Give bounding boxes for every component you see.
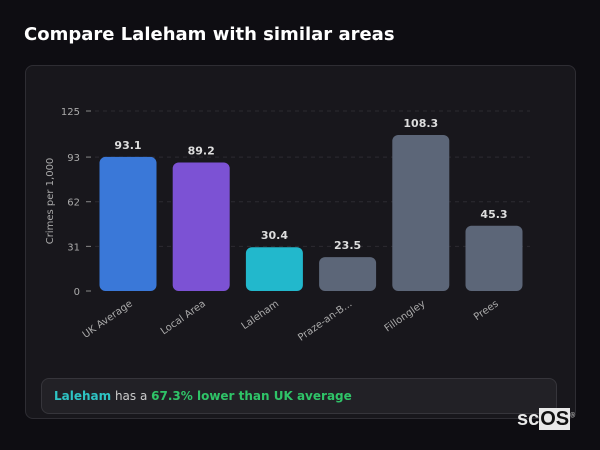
bar xyxy=(245,247,303,291)
bar-value-label: 89.2 xyxy=(188,145,215,158)
logo-text-b: OS xyxy=(539,408,571,430)
bar-value-label: 45.3 xyxy=(480,208,507,221)
bar-value-label: 93.1 xyxy=(114,139,141,152)
bar-value-label: 30.4 xyxy=(261,229,288,242)
bar xyxy=(465,225,523,291)
page-title: Compare Laleham with similar areas xyxy=(24,24,395,45)
y-tick-label: 0 xyxy=(74,287,80,298)
y-tick-label: 93 xyxy=(67,153,80,164)
bar xyxy=(172,162,230,291)
x-tick-label: Laleham xyxy=(240,298,281,332)
x-tick-label: Prees xyxy=(472,298,501,323)
y-tick-label: 125 xyxy=(61,107,80,118)
bar xyxy=(319,257,377,291)
scos-logo: scOS® xyxy=(517,408,575,431)
bar-value-label: 108.3 xyxy=(403,117,438,130)
y-axis-label: Crimes per 1,000 xyxy=(45,158,56,245)
logo-mark: ® xyxy=(570,412,576,420)
summary-text: has a xyxy=(111,389,152,403)
summary-area: Laleham xyxy=(54,389,112,403)
y-tick-label: 31 xyxy=(67,242,80,253)
bar-value-label: 23.5 xyxy=(334,239,361,252)
x-tick-label: Local Area xyxy=(159,298,208,337)
x-tick-label: Praze-an-B... xyxy=(296,298,354,343)
y-tick-label: 62 xyxy=(67,198,80,209)
x-tick-label: Fillongley xyxy=(383,298,428,334)
summary-box: Laleham has a 67.3% lower than UK averag… xyxy=(41,378,557,414)
bar xyxy=(392,135,450,291)
logo-text-a: sc xyxy=(517,408,540,430)
summary-highlight: 67.3% lower than UK average xyxy=(151,389,352,403)
x-tick-label: UK Average xyxy=(81,298,135,340)
bar xyxy=(99,156,157,291)
